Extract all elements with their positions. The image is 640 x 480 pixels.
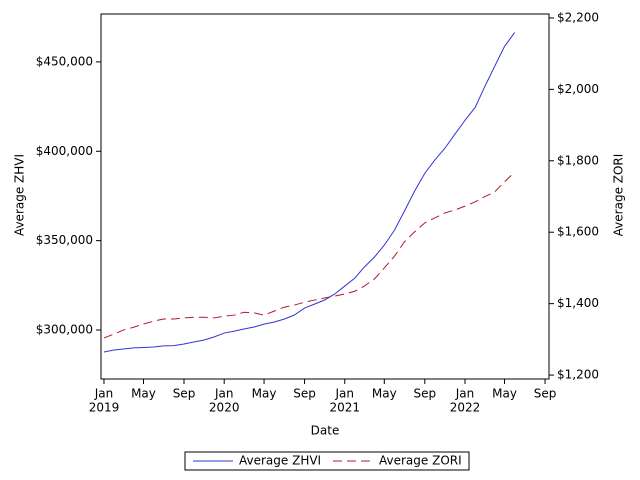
x-tick-label: Jan [335, 387, 355, 401]
y-tick-label: $450,000 [36, 54, 93, 68]
legend-frame [184, 451, 470, 471]
x-tick-label: Sep [413, 387, 436, 401]
x-tick-label: May [372, 387, 397, 401]
x-tick-label: 2021 [329, 401, 360, 415]
y2-axis-label: Average ZORI [612, 154, 626, 237]
legend-label: Average ZHVI [239, 454, 321, 468]
x-tick-label: 2019 [89, 401, 120, 415]
x-tick-label: Jan [455, 387, 475, 401]
x-tick-label: May [131, 387, 156, 401]
series-line [103, 171, 516, 339]
y2-tick-label: $1,800 [557, 153, 599, 167]
series-line [103, 32, 516, 353]
y2-tick-label: $1,600 [557, 225, 599, 239]
y-tick-label: $300,000 [36, 323, 93, 337]
x-tick-label: Sep [534, 387, 557, 401]
y-tick-label: $350,000 [36, 233, 93, 247]
x-tick-label: Sep [293, 387, 316, 401]
x-tick-label: May [252, 387, 277, 401]
y2-tick-label: $2,000 [557, 82, 599, 96]
x-tick-label: Sep [173, 387, 196, 401]
y-tick-label: $400,000 [36, 144, 93, 158]
x-tick-label: 2022 [450, 401, 481, 415]
x-tick-label: Jan [214, 387, 234, 401]
y2-tick-label: $2,200 [557, 10, 599, 24]
x-tick-label: 2020 [209, 401, 240, 415]
x-tick-label: May [492, 387, 517, 401]
y2-tick-label: $1,200 [557, 368, 599, 382]
plot-frame [100, 13, 550, 380]
y2-tick-label: $1,400 [557, 296, 599, 310]
x-tick-label: Jan [94, 387, 114, 401]
legend-label: Average ZORI [379, 454, 462, 468]
y-axis-label: Average ZHVI [13, 154, 27, 236]
x-axis-label: Date [311, 424, 340, 438]
